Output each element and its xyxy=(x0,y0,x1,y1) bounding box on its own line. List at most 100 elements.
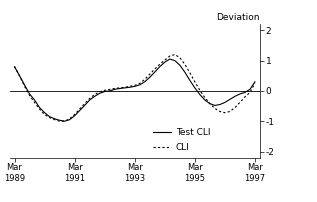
Test CLI xyxy=(103,90,107,93)
Test CLI xyxy=(193,87,197,89)
CLI xyxy=(253,82,257,84)
Test CLI xyxy=(253,81,257,83)
CLI xyxy=(93,93,97,96)
CLI xyxy=(178,56,182,59)
CLI xyxy=(98,90,101,93)
CLI xyxy=(188,72,192,74)
CLI xyxy=(68,118,72,120)
CLI xyxy=(28,94,31,97)
CLI xyxy=(223,112,227,114)
Test CLI xyxy=(38,106,42,109)
Test CLI xyxy=(98,92,101,95)
CLI xyxy=(233,106,237,109)
CLI xyxy=(128,85,132,88)
Test CLI xyxy=(223,101,227,104)
CLI xyxy=(183,63,187,65)
CLI xyxy=(58,120,61,122)
Test CLI xyxy=(108,90,112,92)
CLI xyxy=(228,110,232,113)
CLI xyxy=(163,59,167,61)
Test CLI xyxy=(23,84,26,86)
CLI xyxy=(123,86,126,88)
CLI xyxy=(198,89,202,92)
Test CLI xyxy=(73,115,76,117)
Test CLI xyxy=(138,84,142,86)
Test CLI xyxy=(18,75,22,77)
Test CLI xyxy=(58,119,61,121)
CLI xyxy=(238,101,242,104)
Test CLI xyxy=(68,118,72,121)
CLI xyxy=(113,87,117,90)
Text: Deviation: Deviation xyxy=(217,13,260,22)
Test CLI xyxy=(203,99,207,101)
CLI xyxy=(248,91,252,94)
Test CLI xyxy=(233,95,237,98)
CLI xyxy=(203,96,207,99)
Test CLI xyxy=(173,59,177,62)
CLI xyxy=(88,97,92,100)
Test CLI xyxy=(78,109,81,112)
Legend: Test CLI, CLI: Test CLI, CLI xyxy=(153,128,210,152)
Test CLI xyxy=(83,104,87,107)
Test CLI xyxy=(53,118,56,120)
Test CLI xyxy=(178,64,182,66)
CLI xyxy=(78,108,81,110)
Test CLI xyxy=(208,102,212,105)
Test CLI xyxy=(113,88,117,90)
CLI xyxy=(213,107,217,110)
Test CLI xyxy=(213,104,217,107)
CLI xyxy=(63,120,67,122)
CLI xyxy=(73,113,76,116)
Test CLI xyxy=(148,76,152,78)
CLI xyxy=(193,81,197,83)
Test CLI xyxy=(133,85,137,88)
Test CLI xyxy=(143,81,147,83)
CLI xyxy=(43,113,47,116)
Test CLI xyxy=(13,65,16,68)
Test CLI xyxy=(48,116,51,118)
Test CLI xyxy=(243,91,247,94)
Line: Test CLI: Test CLI xyxy=(15,59,255,121)
Test CLI xyxy=(128,86,132,88)
Test CLI xyxy=(198,93,202,96)
CLI xyxy=(83,102,87,105)
CLI xyxy=(218,110,222,113)
CLI xyxy=(23,85,26,88)
CLI xyxy=(208,102,212,105)
CLI xyxy=(103,89,107,92)
CLI xyxy=(133,84,137,87)
Test CLI xyxy=(163,61,167,63)
CLI xyxy=(33,101,36,104)
CLI xyxy=(13,65,16,68)
Test CLI xyxy=(183,71,187,73)
Test CLI xyxy=(218,103,222,106)
CLI xyxy=(53,118,56,121)
Test CLI xyxy=(118,87,122,90)
CLI xyxy=(118,87,122,89)
CLI xyxy=(18,75,22,77)
Test CLI xyxy=(248,88,252,90)
Test CLI xyxy=(123,87,126,89)
Test CLI xyxy=(28,93,31,95)
CLI xyxy=(38,108,42,110)
CLI xyxy=(243,96,247,98)
CLI xyxy=(173,53,177,56)
Test CLI xyxy=(153,71,157,73)
Test CLI xyxy=(63,120,67,122)
Test CLI xyxy=(33,99,36,101)
CLI xyxy=(153,68,157,70)
CLI xyxy=(138,82,142,84)
Line: CLI: CLI xyxy=(15,55,255,121)
CLI xyxy=(48,116,51,119)
Test CLI xyxy=(238,93,242,95)
Test CLI xyxy=(228,98,232,101)
Test CLI xyxy=(188,79,192,81)
CLI xyxy=(168,55,172,57)
CLI xyxy=(108,88,112,90)
Test CLI xyxy=(43,112,47,114)
CLI xyxy=(148,73,152,76)
Test CLI xyxy=(158,65,162,68)
CLI xyxy=(158,63,162,65)
Test CLI xyxy=(88,99,92,101)
Test CLI xyxy=(168,58,172,60)
